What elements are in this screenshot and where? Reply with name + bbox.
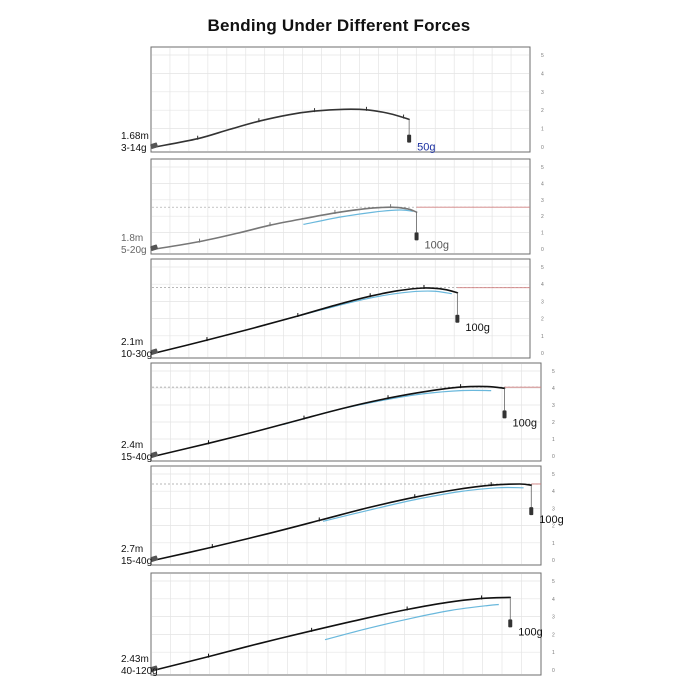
y-tick-label: 2 [552, 632, 555, 638]
rod-power-label: 15-40g [121, 452, 152, 463]
rod-length-label: 1.8m [121, 233, 143, 244]
y-tick-label: 1 [541, 231, 544, 237]
rod-curve [154, 206, 418, 250]
rod-butt [150, 244, 158, 251]
y-tick-label: 4 [541, 181, 544, 187]
y-tick-label: 0 [552, 454, 555, 460]
sinker-weight [508, 619, 513, 628]
y-tick-label: 0 [541, 351, 544, 357]
y-tick-label: 1 [552, 437, 555, 443]
y-tick-label: 5 [552, 579, 555, 585]
weight-label: 100g [513, 417, 537, 429]
y-tick-label: 2 [552, 524, 555, 530]
y-tick-label: 4 [552, 597, 555, 603]
weight-label: 100g [518, 626, 542, 638]
y-tick-label: 3 [552, 615, 555, 621]
weight-label: 100g [425, 239, 449, 251]
weight-label: 50g [417, 142, 435, 154]
y-tick-label: 4 [552, 489, 555, 495]
y-tick-label: 4 [541, 282, 544, 288]
rod-curve [154, 287, 459, 354]
rod-power-label: 40-120g [121, 666, 158, 677]
y-tick-label: 3 [552, 403, 555, 409]
bend-panel-2: 0 1 2 3 4 5 100g 1.8m5-20g [121, 158, 544, 256]
y-tick-label: 3 [541, 90, 544, 96]
y-tick-label: 2 [541, 214, 544, 220]
y-tick-label: 2 [541, 317, 544, 323]
y-tick-label: 3 [541, 299, 544, 305]
rod-curve [154, 385, 506, 457]
y-tick-label: 3 [552, 506, 555, 512]
rod-length-label: 2.7m [121, 544, 143, 555]
reference-curve [303, 209, 413, 225]
y-tick-label: 5 [552, 369, 555, 375]
rod-butt [150, 451, 158, 458]
reference-curve [324, 603, 499, 641]
y-tick-label: 5 [541, 265, 544, 271]
sinker-weight [414, 232, 419, 241]
sinker-weight [455, 314, 460, 323]
y-tick-label: 0 [541, 145, 544, 151]
y-tick-label: 5 [541, 53, 544, 59]
y-tick-label: 0 [552, 558, 555, 564]
y-tick-label: 5 [552, 472, 555, 478]
y-tick-label: 4 [541, 71, 544, 77]
rod-butt [150, 665, 158, 672]
y-tick-label: 0 [552, 668, 555, 674]
rod-butt [150, 555, 158, 562]
rod-curve [154, 483, 533, 561]
page-title: Bending Under Different Forces [207, 16, 471, 35]
reference-curve [322, 486, 524, 522]
y-tick-label: 3 [541, 198, 544, 204]
y-tick-label: 1 [552, 541, 555, 547]
rod-power-label: 15-40g [121, 556, 152, 567]
rod-power-label: 10-30g [121, 349, 152, 360]
rod-curve [154, 596, 512, 671]
sinker-weight [407, 134, 412, 143]
y-tick-label: 4 [552, 386, 555, 392]
rod-butt [150, 142, 158, 149]
y-tick-label: 5 [541, 165, 544, 171]
rod-power-label: 5-20g [121, 245, 147, 256]
y-tick-label: 2 [541, 108, 544, 114]
y-tick-label: 1 [541, 127, 544, 133]
weight-label: 100g [465, 322, 489, 334]
sinker-weight [502, 410, 507, 419]
rod-length-label: 2.4m [121, 440, 143, 451]
rod-length-label: 2.1m [121, 337, 143, 348]
rod-butt [150, 348, 158, 355]
sinker-weight [529, 507, 534, 516]
y-tick-label: 2 [552, 420, 555, 426]
y-tick-label: 0 [541, 247, 544, 253]
y-tick-label: 1 [552, 650, 555, 656]
rod-length-label: 2.43m [121, 654, 149, 665]
rod-power-label: 3-14g [121, 143, 147, 154]
y-tick-label: 1 [541, 334, 544, 340]
rod-length-label: 1.68m [121, 131, 149, 142]
weight-label: 100g [539, 514, 563, 526]
